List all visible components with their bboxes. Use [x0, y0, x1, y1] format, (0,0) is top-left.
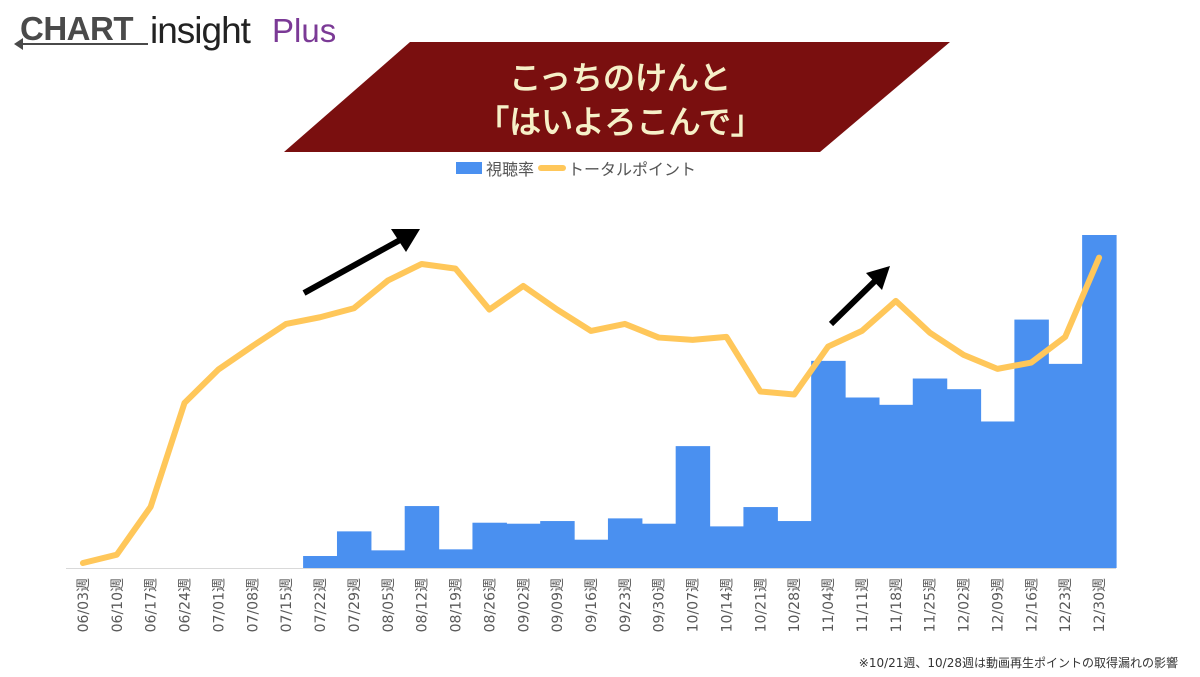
bar-10/07週	[675, 446, 711, 568]
x-tick-label: 10/14週	[719, 578, 735, 632]
bar-series	[303, 235, 1117, 569]
x-tick-label: 08/12週	[415, 578, 431, 632]
x-tick-label: 07/15週	[279, 578, 295, 632]
bar-08/19週	[438, 549, 474, 568]
x-tick-label: 06/24週	[178, 578, 194, 632]
logo-underline	[16, 43, 148, 45]
x-tick-label: 12/16週	[1024, 578, 1040, 632]
legend-line-swatch	[538, 165, 567, 171]
x-tick-label: 06/17週	[144, 578, 160, 632]
bar-08/05週	[370, 550, 406, 568]
title-line-1: こっちのけんと	[509, 59, 731, 97]
logo-arrow-icon	[14, 38, 23, 50]
x-tick-label: 10/28週	[787, 578, 803, 632]
x-tick-label: 07/01週	[211, 578, 227, 632]
legend-bar-swatch	[456, 162, 482, 174]
x-tick-label: 12/23週	[1058, 578, 1074, 632]
x-tick-label: 10/07週	[686, 578, 702, 632]
trend-arrow-1-shaft	[302, 237, 402, 296]
x-tick-label: 11/04週	[821, 578, 837, 632]
x-tick-label: 12/30週	[1092, 578, 1108, 632]
x-tick-label: 07/29週	[347, 578, 363, 632]
x-tick-label: 08/26週	[482, 578, 498, 632]
footnote: ※10/21週、10/28週は動画再生ポイントの取得漏れの影響	[858, 656, 1178, 670]
legend-item-bar: 視聴率	[456, 156, 534, 180]
logo-insight-text: insight	[150, 10, 251, 51]
x-tick-label: 10/21週	[753, 578, 769, 632]
bar-09/09週	[540, 521, 575, 568]
bar-09/23週	[607, 518, 643, 568]
chart-title: こっちのけんと 「はいよろこんで」	[300, 56, 940, 144]
bar-11/25週	[912, 378, 948, 568]
bar-12/09週	[980, 421, 1015, 568]
bar-10/28週	[777, 521, 812, 568]
x-tick-label: 11/11週	[855, 578, 871, 632]
x-tick-label: 07/22週	[313, 578, 329, 632]
x-tick-label: 12/02週	[957, 578, 973, 632]
trend-arrow-2	[828, 266, 890, 327]
bar-09/30週	[641, 523, 677, 568]
x-tick-label: 07/08週	[245, 578, 261, 632]
bar-07/22週	[303, 556, 338, 568]
line-series	[79, 254, 1103, 566]
legend-bar-label: 視聴率	[486, 160, 535, 179]
bar-12/23週	[1048, 363, 1083, 568]
bar-11/11週	[845, 397, 880, 568]
x-tick-label: 09/16週	[584, 578, 600, 632]
bar-10/21週	[743, 507, 778, 568]
bar-12/02週	[946, 389, 982, 568]
trend-arrow-1	[302, 229, 420, 296]
x-tick-label: 11/25週	[923, 578, 939, 632]
x-tick-label: 12/09週	[990, 578, 1006, 632]
x-tick-labels: 06/03週 06/10週 06/17週 06/24週 07/01週 07/08週 07/1…	[76, 578, 1108, 632]
legend-line-label: トータルポイント	[568, 160, 697, 179]
bar-09/16週	[574, 539, 609, 568]
x-tick-label: 11/18週	[889, 578, 905, 632]
trend-arrow-2-head	[866, 266, 890, 290]
trend-arrow-2-shaft	[828, 277, 879, 327]
x-tick-label: 06/10週	[110, 578, 126, 632]
x-tick-label: 06/03週	[76, 578, 92, 632]
bar-10/14週	[709, 526, 745, 569]
bar-08/26週	[472, 522, 507, 568]
x-tick-label: 09/23週	[618, 578, 634, 632]
x-tick-label: 08/05週	[381, 578, 397, 632]
bar-08/12週	[404, 506, 440, 568]
x-tick-label: 09/09週	[550, 578, 566, 632]
bar-07/29週	[336, 531, 372, 568]
legend: 視聴率 トータルポイント	[456, 156, 700, 180]
x-tick-label: 08/19週	[449, 578, 465, 632]
x-tick-label: 09/30週	[652, 578, 668, 632]
x-tick-label: 09/02週	[516, 578, 532, 632]
logo-chart-text: CHART	[20, 10, 133, 47]
trend-arrow-1-head	[391, 229, 420, 252]
bar-11/04週	[811, 360, 846, 568]
title-line-2: 「はいよろこんで」	[477, 103, 763, 141]
legend-item-line: トータルポイント	[538, 156, 696, 180]
bar-11/18週	[878, 404, 914, 568]
bar-09/02週	[506, 523, 541, 568]
